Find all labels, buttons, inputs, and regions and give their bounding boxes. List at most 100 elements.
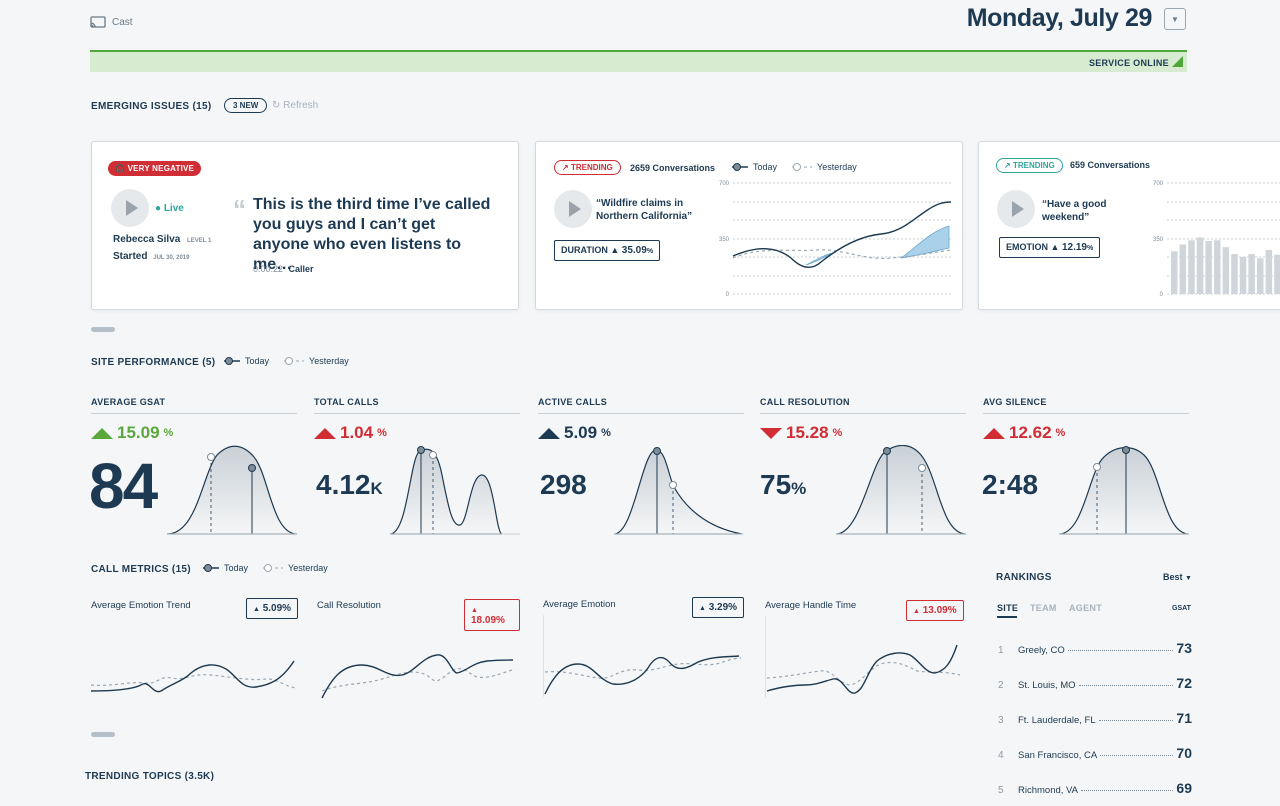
tab-label: TEAM [1030, 603, 1057, 613]
metric-value: 12.19 [1061, 242, 1087, 253]
call-time-info: 0:00:22 Caller [253, 264, 314, 274]
change-value: 5.09 [564, 423, 598, 442]
yesterday-point [669, 481, 677, 489]
bar [1179, 244, 1187, 294]
rank-name: St. Louis, MO [1018, 680, 1076, 691]
legend-yesterday: Yesterday [817, 162, 857, 172]
up-arrow-icon: ▲ [253, 606, 260, 613]
trend-sparkline [544, 655, 742, 695]
metric-total-calls[interactable]: TOTAL CALLS 1.04% 4.12K [314, 397, 520, 537]
active-tab-indicator [997, 616, 1017, 618]
value-number: 4.12 [316, 469, 371, 500]
yesterday-point [1093, 463, 1101, 471]
legend-yesterday: Yesterday [309, 356, 349, 366]
call-metrics-title: CALL METRICS (15) [91, 564, 191, 575]
topic-quote: “Wildfire claims in Northern California” [596, 198, 693, 222]
call-metric-average-emotion-trend[interactable]: Average Emotion Trend ▲ 5.09% [91, 598, 299, 703]
y-tick-700: 700 [719, 181, 730, 187]
up-arrow-icon: ▲ [699, 605, 706, 612]
call-metrics-legend: Today Yesterday [203, 563, 328, 573]
distribution-area [1059, 447, 1189, 535]
refresh-button[interactable]: ↻ Refresh [272, 100, 318, 111]
metric-active-calls[interactable]: ACTIVE CALLS 5.09% 298 [538, 397, 744, 537]
value-number: 75 [760, 469, 792, 500]
chart-divider [765, 616, 766, 698]
up-arrow-icon: ▲ [913, 608, 920, 615]
site-performance-title: SITE PERFORMANCE (5) [91, 357, 216, 368]
change-value: 15.28 [786, 423, 829, 442]
issue-card-very-negative[interactable]: 🎧 VERY NEGATIVE ● Live Rebecca Silva LEV… [91, 141, 519, 310]
today-legend-icon [203, 564, 219, 572]
y-tick-700: 700 [1153, 181, 1164, 187]
bar [1239, 256, 1247, 294]
trending-topics-title: TRENDING TOPICS (3.5K) [85, 771, 215, 782]
yesterday-point [918, 464, 926, 472]
ranking-row[interactable]: 2 St. Louis, MO 72 [998, 675, 1192, 710]
ranking-row[interactable]: 5 Richmond, VA 69 [998, 780, 1192, 806]
play-button[interactable] [111, 189, 149, 227]
agent-level: LEVEL 1 [187, 238, 212, 244]
ranking-row[interactable]: 3 Ft. Lauderdale, FL 71 [998, 710, 1192, 745]
call-metric-average-emotion[interactable]: Average Emotion ▲ 3.29% [543, 597, 745, 702]
date-dropdown-button[interactable]: ▼ [1164, 8, 1186, 30]
metric-divider [760, 413, 966, 414]
delta-area [900, 225, 950, 259]
issue-card-trending-weekend[interactable]: ↗ TRENDING 659 Conversations “Have a goo… [978, 141, 1280, 310]
metric-avg-silence[interactable]: AVG SILENCE 12.62% 2:48 [982, 397, 1189, 537]
rankings-title: RANKINGS [996, 572, 1052, 583]
bar [1205, 241, 1212, 294]
rank-value: 71 [1176, 710, 1192, 726]
yesterday-legend-icon [792, 163, 813, 171]
ranking-row[interactable]: 1 Greely, CO 73 [998, 640, 1192, 675]
up-triangle-icon [314, 427, 336, 439]
today-line [732, 201, 952, 269]
tab-site[interactable]: SITE [997, 603, 1018, 613]
badge-label: TRENDING [570, 163, 613, 172]
agent-info: Rebecca Silva LEVEL 1 [113, 234, 211, 245]
value-text: 3.29% [708, 602, 738, 613]
metric-label: DURATION [561, 245, 608, 255]
metric-call-resolution[interactable]: CALL RESOLUTION 15.28% 75% [760, 397, 966, 537]
metric-divider [538, 413, 744, 414]
rank-number: 4 [998, 750, 1004, 761]
emerging-scroll-indicator[interactable] [91, 327, 115, 332]
bar [1248, 254, 1255, 294]
play-button[interactable] [997, 190, 1035, 228]
chevron-down-icon: ▼ [1171, 14, 1179, 24]
tab-team[interactable]: TEAM [1030, 603, 1057, 613]
call-quote: This is the third time I’ve called you g… [253, 196, 491, 273]
live-indicator: ● Live [155, 203, 184, 214]
ranking-row[interactable]: 4 San Francisco, CA 70 [998, 745, 1192, 780]
distribution-chart [167, 445, 297, 535]
tab-agent[interactable]: AGENT [1069, 603, 1102, 613]
trend-up-icon: ↗ [562, 163, 569, 172]
topic-quote: “Have a good weekend” [1042, 199, 1107, 223]
distribution-chart [614, 447, 744, 535]
new-badge[interactable]: 3 NEW [224, 98, 268, 113]
started-info: Started JUL 30, 2019 [113, 251, 189, 262]
bars [1171, 237, 1280, 294]
cast-button[interactable]: Cast [90, 16, 133, 29]
change-unit: % [832, 427, 843, 439]
sort-label: Best [1163, 572, 1183, 582]
today-point [248, 464, 256, 472]
up-arrow-icon: ▲ [1050, 242, 1060, 252]
trend-sparkline [321, 654, 516, 699]
metric-divider [91, 413, 297, 414]
metric-change: 1.04% [314, 423, 520, 443]
refresh-icon: ↻ [272, 100, 281, 111]
value-text: 5.09% [262, 603, 292, 614]
issue-card-trending-wildfire[interactable]: ↗ TRENDING 2659 Conversations Today Yest… [535, 141, 963, 310]
call-metric-call-resolution[interactable]: Call Resolution ▲ 18.09% [317, 598, 520, 703]
rankings-sort-dropdown[interactable]: Best ▼ [1163, 572, 1192, 582]
call-metrics-scroll-indicator[interactable] [91, 732, 115, 737]
bar-chart: 700 350 0 [1153, 181, 1280, 298]
rank-value: 72 [1176, 675, 1192, 691]
metric-average-gsat[interactable]: AVERAGE GSAT 15.09% 84 [89, 397, 297, 537]
call-metric-average-handle-time[interactable]: Average Handle Time ▲ 13.09% [765, 598, 965, 703]
rankings-list: 1 Greely, CO 73 2 St. Louis, MO 72 3 Ft. Laud… [998, 640, 1192, 806]
chart-divider [543, 615, 544, 697]
play-button[interactable] [554, 190, 592, 228]
distribution-area [836, 445, 966, 535]
rank-value: 70 [1176, 745, 1192, 761]
